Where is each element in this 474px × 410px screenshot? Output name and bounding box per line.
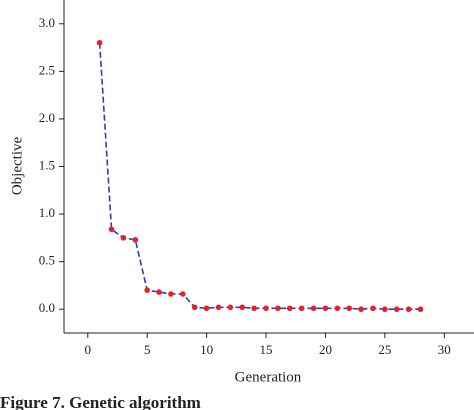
y-tick-label: 2.0 (39, 110, 55, 125)
x-axis-label: Generation (235, 369, 302, 385)
data-point (96, 40, 103, 46)
series-line (98, 42, 421, 311)
x-tick-label: 15 (260, 342, 273, 357)
caption: Figure 7. Genetic algorithm (0, 393, 201, 410)
data-point (417, 306, 424, 313)
data-point (215, 304, 222, 311)
y-tick-label: 3.0 (39, 15, 55, 30)
data-point (405, 306, 412, 313)
data-point (286, 305, 293, 312)
data-point (120, 235, 127, 241)
x-tick-label: 20 (319, 342, 332, 357)
y-axis-label: Objective (9, 137, 25, 196)
x-tick-label: 5 (144, 342, 151, 357)
data-point (346, 305, 353, 312)
x-tick-label: 30 (438, 342, 451, 357)
data-point (358, 306, 364, 313)
data-point (322, 305, 329, 312)
data-point (263, 305, 269, 312)
data-point (191, 304, 198, 311)
y-tick-label: 0.5 (39, 253, 55, 268)
data-point (334, 305, 341, 312)
data-point (370, 305, 376, 312)
data-point (239, 304, 246, 311)
data-point (144, 287, 150, 293)
data-point (310, 305, 317, 312)
y-tick-label: 2.5 (39, 62, 55, 77)
data-point (382, 306, 388, 313)
data-point (275, 305, 281, 312)
y-tick-label: 0.0 (39, 300, 55, 315)
data-point (132, 236, 139, 243)
x-tick-label: 10 (200, 342, 213, 357)
data-point (227, 304, 234, 311)
data-point (251, 305, 257, 312)
data-point (156, 289, 162, 295)
x-tick-label: 0 (85, 342, 92, 357)
data-point (298, 305, 305, 312)
data-point (393, 306, 400, 313)
y-tick-label: 1.5 (39, 157, 55, 172)
data-point (168, 291, 174, 297)
data-point (108, 226, 115, 233)
x-tick-label: 25 (378, 342, 391, 357)
y-tick-label: 1.0 (39, 205, 55, 220)
data-point (203, 305, 210, 312)
data-point (180, 291, 186, 297)
